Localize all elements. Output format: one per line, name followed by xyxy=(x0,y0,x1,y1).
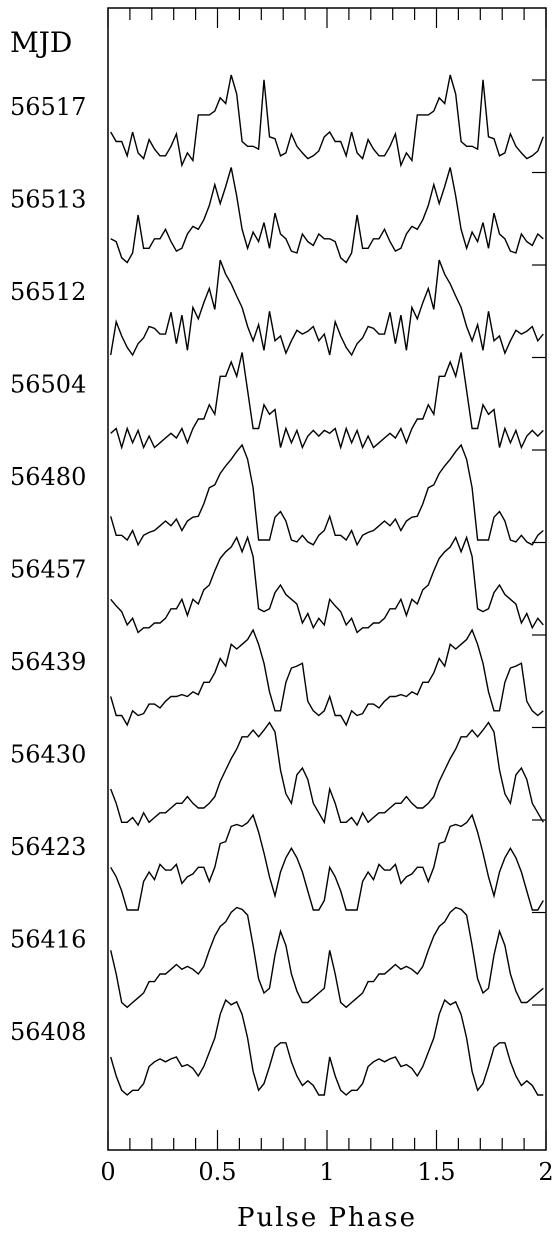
profile-line-56430 xyxy=(110,721,544,827)
y-axis-label: MJD xyxy=(10,26,72,59)
profile-line-56517 xyxy=(110,74,544,168)
profile-line-56504 xyxy=(110,352,544,451)
mjd-label: 56480 xyxy=(10,463,86,491)
profile-line-56513 xyxy=(110,167,544,264)
mjd-label: 56416 xyxy=(10,926,86,954)
x-axis-label: Pulse Phase xyxy=(237,1203,417,1233)
mjd-label: 56512 xyxy=(10,278,86,306)
mjd-label: 56430 xyxy=(10,741,86,769)
x-tick-label: 1.5 xyxy=(417,1158,455,1186)
profile-line-56480 xyxy=(110,443,544,547)
mjd-label: 56457 xyxy=(10,556,86,584)
profile-lines xyxy=(110,74,546,1096)
x-tick-labels: 0 0.5 1 1.5 2 xyxy=(100,1158,553,1186)
mjd-label: 56513 xyxy=(10,186,86,214)
profile-line-56457 xyxy=(110,535,544,634)
mjd-label: 56439 xyxy=(10,648,86,676)
axis-ticks xyxy=(107,8,547,1150)
profile-line-56423 xyxy=(110,813,544,911)
profile-line-56416 xyxy=(110,906,544,1009)
x-tick-label: 2 xyxy=(538,1158,553,1186)
x-tick-label: 0.5 xyxy=(198,1158,236,1186)
mjd-label: 56408 xyxy=(10,1018,86,1046)
x-tick-label: 0 xyxy=(100,1158,115,1186)
mjd-labels: 56517 56513 56512 56504 56480 56457 56439 56430… xyxy=(10,93,86,1046)
mjd-label: 56517 xyxy=(10,93,86,121)
mjd-label: 56504 xyxy=(10,371,86,399)
profile-line-56512 xyxy=(110,259,544,357)
plot-frame xyxy=(107,7,547,1151)
profile-line-56439 xyxy=(110,628,544,727)
mjd-label: 56423 xyxy=(10,833,86,861)
profile-line-56408 xyxy=(110,998,544,1096)
x-tick-label: 1 xyxy=(319,1158,334,1186)
